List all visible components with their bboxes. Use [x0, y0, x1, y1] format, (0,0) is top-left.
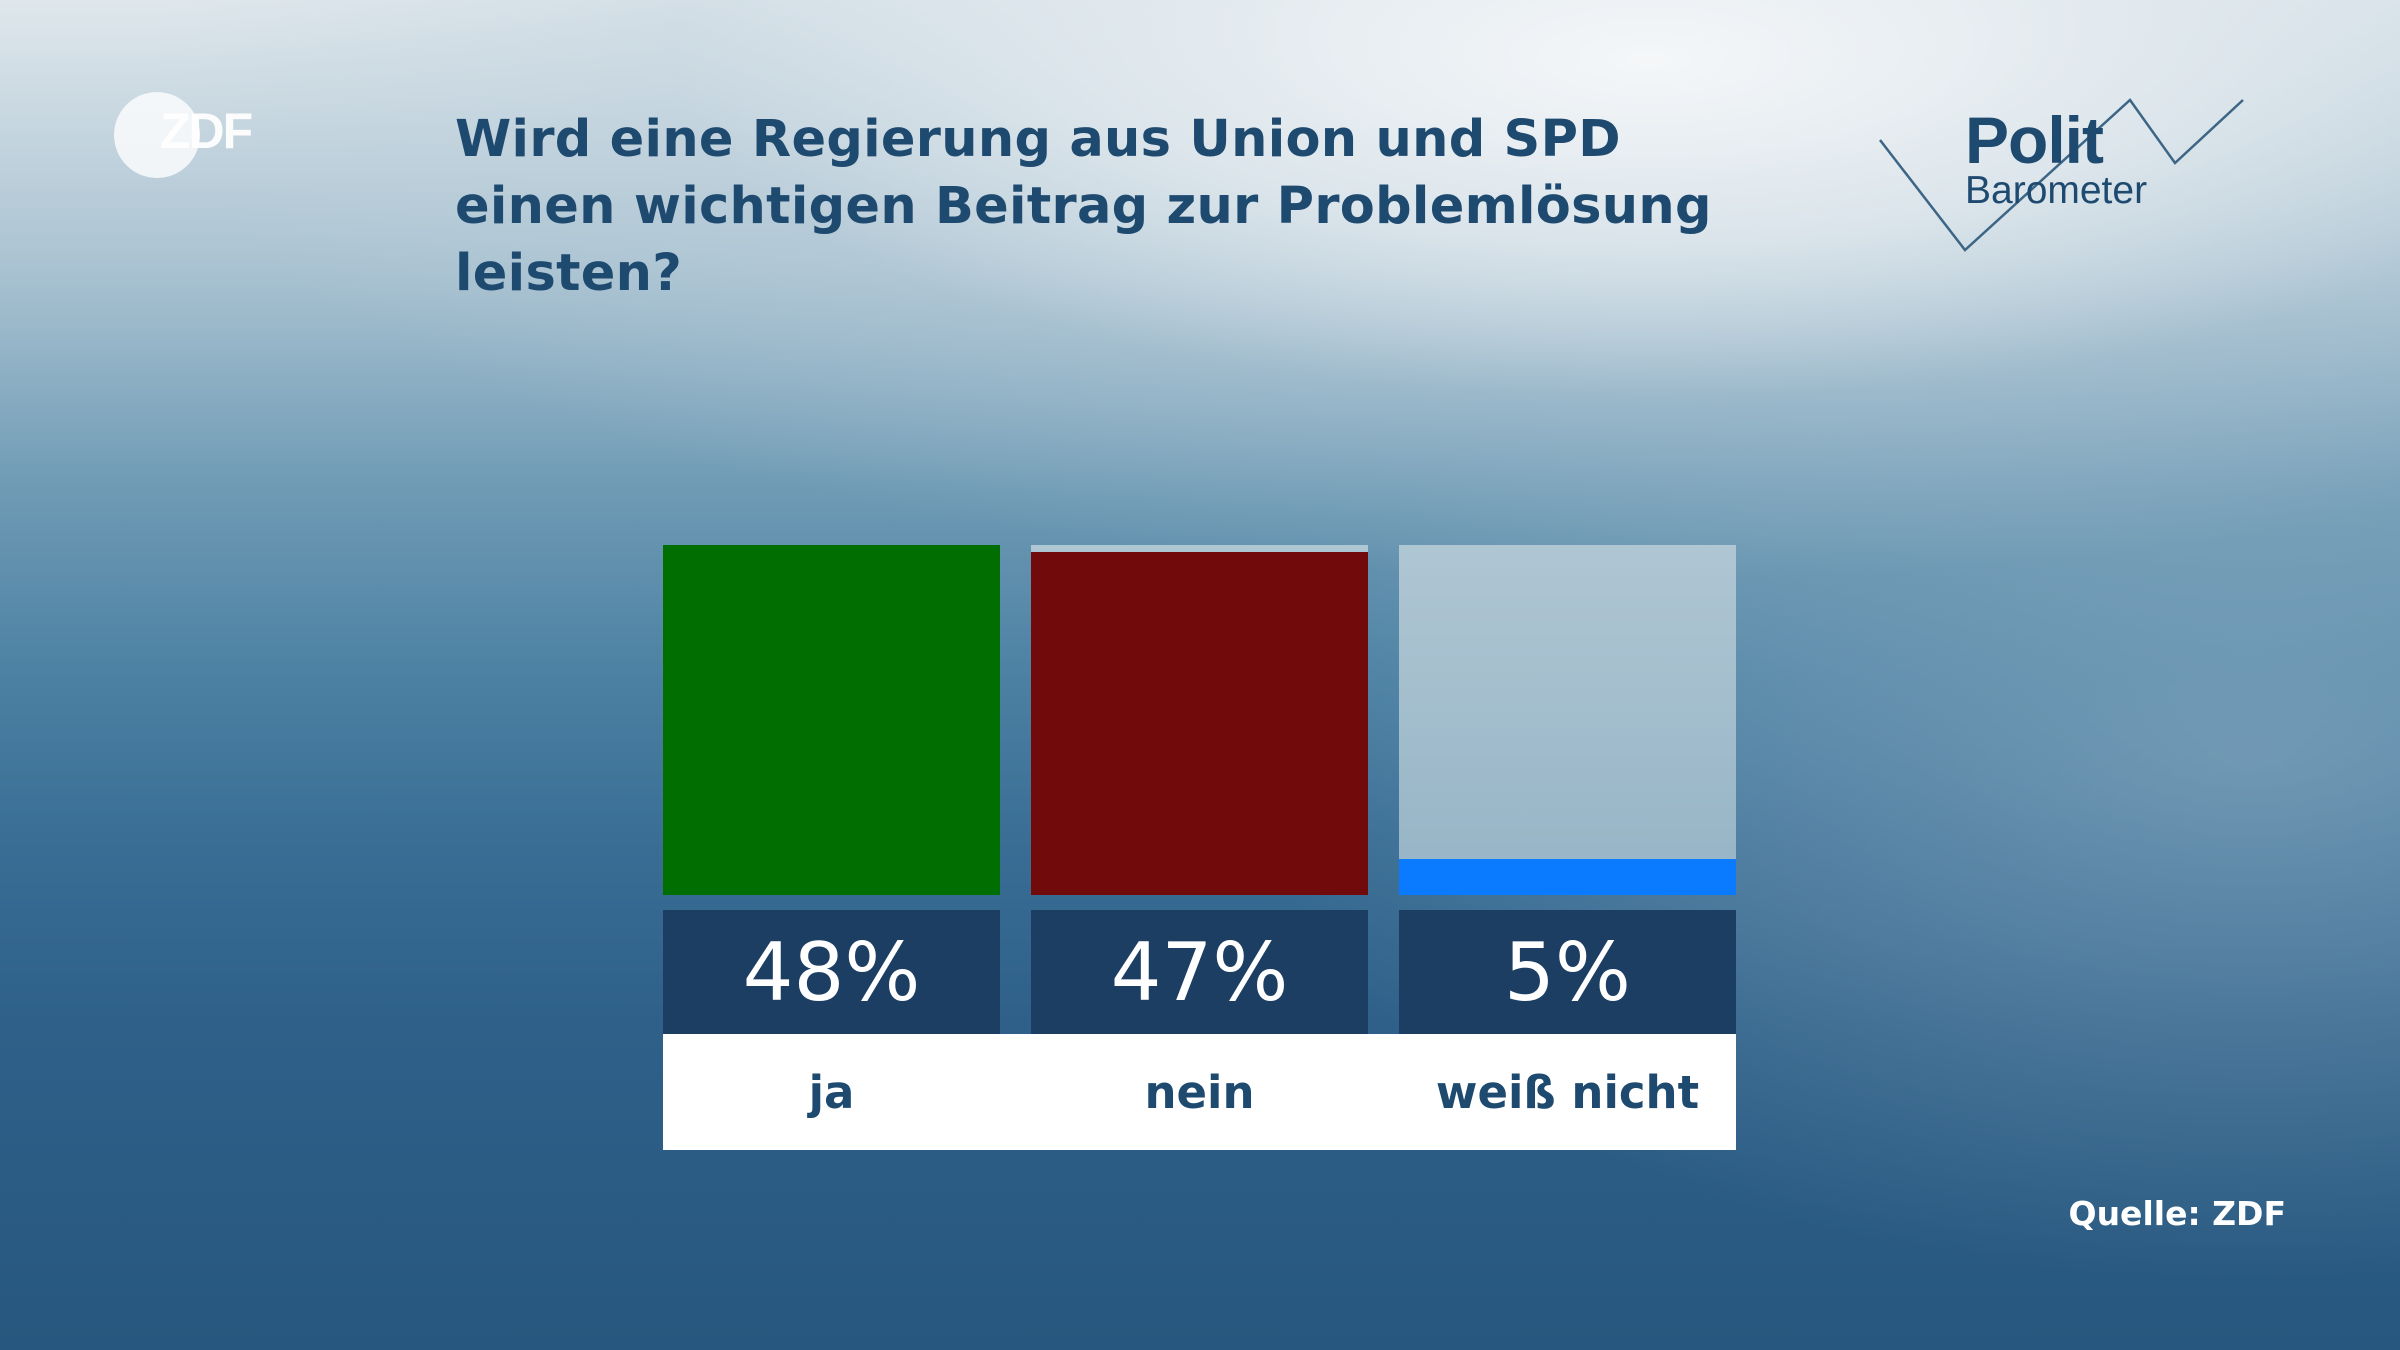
category-label-row: ja nein weiß nicht — [663, 1034, 1736, 1150]
bar-track-weiss-nicht — [1399, 545, 1736, 895]
bar-track-ja — [663, 545, 1000, 895]
category-label-nein: nein — [1144, 1065, 1255, 1119]
bar-track-nein — [1031, 545, 1368, 895]
bar-ja — [663, 545, 1000, 895]
category-label-ja: ja — [808, 1065, 855, 1119]
zdf-logo: ZDF — [112, 90, 272, 180]
value-label-weiss-nicht: 5% — [1399, 910, 1736, 1034]
value-label-nein: 47% — [1031, 910, 1368, 1034]
source-note: Quelle: ZDF — [2068, 1194, 2286, 1233]
zdf-logo-text: ZDF — [160, 103, 253, 159]
bar-chart: 48% 47% 5% ja nein weiß nicht — [663, 545, 1736, 1150]
zdf-logo-circle-icon — [114, 92, 200, 178]
category-label-weiss-nicht: weiß nicht — [1435, 1065, 1700, 1119]
politbarometer-logo-barometer: Barometer — [1965, 169, 2148, 212]
bar-nein — [1031, 552, 1368, 895]
politbarometer-logo-polit: Polit — [1965, 103, 2104, 177]
bar-weiss-nicht — [1399, 859, 1736, 895]
politbarometer-logo: Polit Barometer — [1875, 95, 2250, 255]
value-label-ja: 48% — [663, 910, 1000, 1034]
trend-line-icon — [1879, 98, 2244, 252]
chart-title: Wird eine Regierung aus Union und SPD ei… — [455, 110, 1712, 303]
